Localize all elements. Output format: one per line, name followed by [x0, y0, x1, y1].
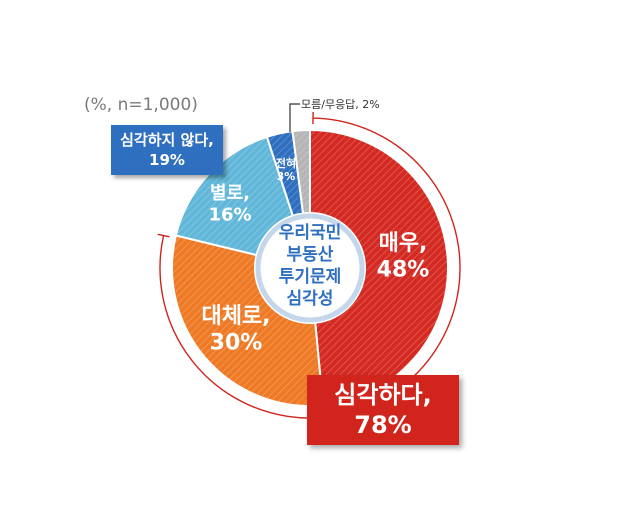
not-serious-callout: 심각하지 않다, 19% [111, 125, 223, 175]
slice-label-not_at_all: 전혀 3% [276, 156, 296, 183]
serious-arc-tick [157, 233, 170, 238]
slice-somewhat [171, 234, 325, 407]
center-label-line: 투기문제 [279, 267, 342, 287]
sample-note: (%, n=1,000) [84, 95, 198, 115]
not-serious-label: 심각하지 않다, [120, 131, 214, 149]
slice-label-very: 매우, 48% [377, 231, 430, 282]
center-label-line: 부동산 [287, 245, 334, 265]
slice-dont_know [291, 128, 311, 215]
center-label-line: 심각성 [287, 289, 334, 309]
center-circle [255, 213, 365, 323]
dont-know-label: 모름/무응답, 2% [301, 98, 380, 111]
serious-callout: 심각하다, 78% [307, 375, 459, 445]
slice-label-not_much: 별로, 16% [208, 183, 251, 226]
serious-label: 심각하다, [334, 381, 432, 409]
center-label-line: 우리국민 [279, 223, 342, 243]
slice-label-somewhat: 대체로, 30% [201, 304, 270, 355]
slice-not_much [174, 135, 295, 257]
dont-know-leader-line [289, 103, 300, 132]
not-serious-value: 19% [149, 151, 185, 169]
serious-value: 78% [354, 411, 412, 439]
